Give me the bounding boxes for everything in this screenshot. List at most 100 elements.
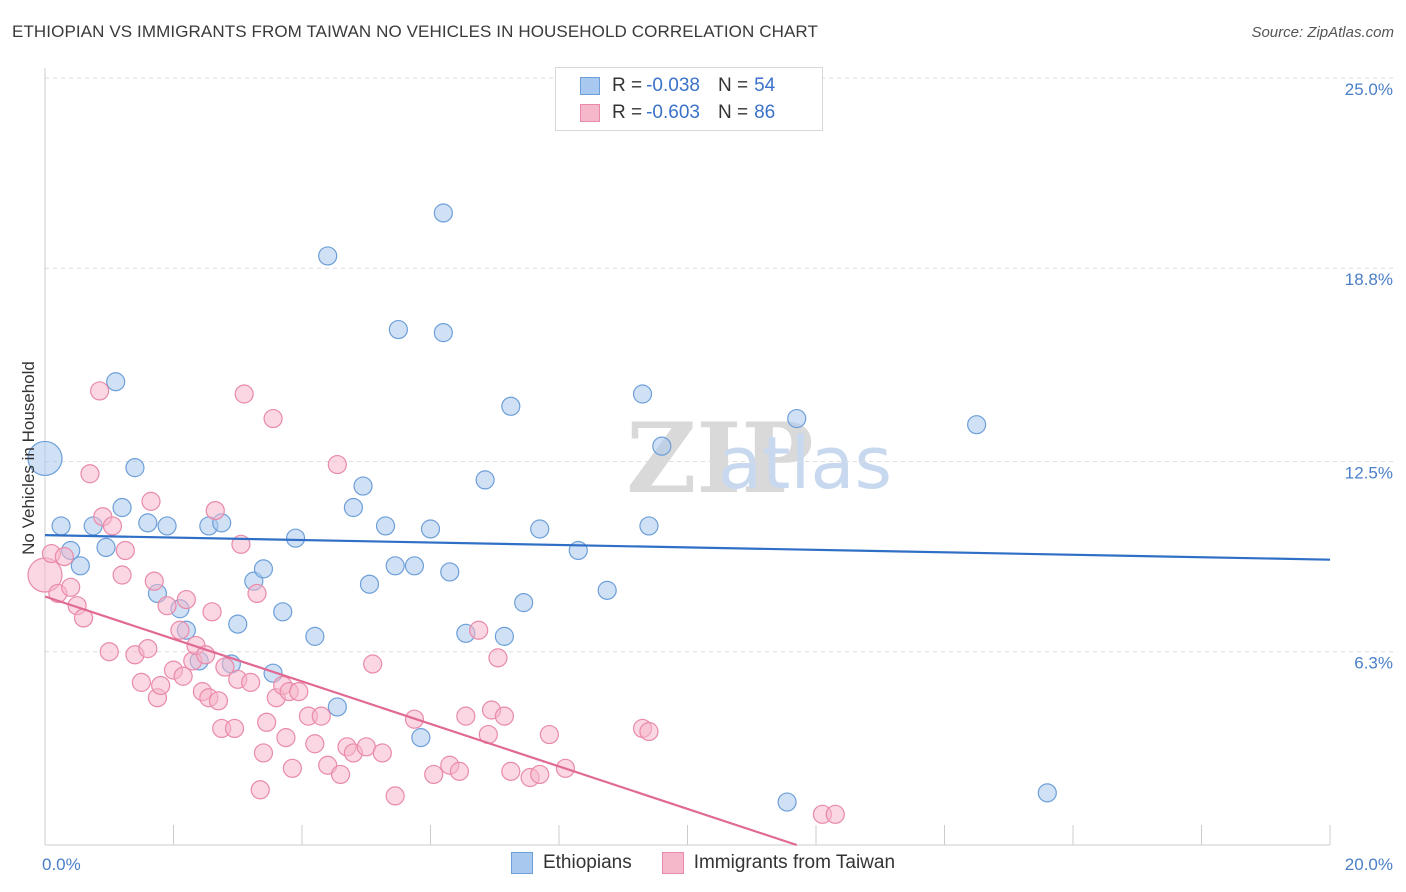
legend-swatch-ethiopians [510, 852, 533, 874]
data-point [311, 706, 331, 726]
legend-n-value: 86 [754, 102, 776, 123]
data-point [494, 706, 514, 726]
data-point [433, 203, 453, 223]
legend-label-ethiopians: Ethiopians [542, 852, 632, 873]
grid-lines [45, 77, 1395, 653]
chart-title: ETHIOPIAN VS IMMIGRANTS FROM TAIWAN NO V… [12, 22, 818, 41]
data-point [102, 516, 123, 536]
legend-r-value: -0.603 [646, 102, 700, 123]
y-tick-label: 18.8% [1345, 270, 1393, 289]
data-point [343, 497, 363, 518]
data-point [289, 681, 309, 702]
data-point [215, 657, 235, 677]
data-point [112, 497, 132, 518]
data-point [639, 721, 659, 742]
watermark-zip: ZIP [626, 402, 813, 515]
data-point [96, 537, 116, 558]
y-tick-label: 12.5% [1345, 464, 1393, 483]
data-point [125, 458, 145, 478]
legend-n-value: 54 [754, 75, 776, 96]
legend-r-label: R = [612, 102, 643, 123]
data-point [652, 436, 672, 456]
data-point [327, 697, 347, 717]
data-point [247, 583, 267, 604]
data-point [51, 516, 71, 536]
data-point [144, 571, 164, 591]
series-legend: Ethiopians Immigrants from Taiwan [0, 852, 1406, 874]
data-point [475, 470, 495, 490]
data-point [224, 718, 245, 739]
data-point [539, 724, 559, 745]
data-point [420, 519, 441, 539]
legend-item-taiwan[interactable]: Immigrants from Taiwan [661, 852, 896, 874]
ethiopians-points [27, 203, 1057, 812]
data-point [359, 574, 380, 594]
data-point [61, 577, 81, 597]
y-axis-label: No Vehicles in Household [19, 361, 38, 555]
data-point [501, 761, 521, 781]
data-point [530, 519, 550, 539]
data-point [131, 672, 151, 692]
x-tick-label: 0.0% [42, 855, 81, 874]
data-point [967, 415, 987, 435]
data-point [305, 626, 325, 646]
legend-r-label: R = [612, 75, 643, 96]
y-tick-label: 6.3% [1354, 654, 1393, 673]
legend-n-label: N = [717, 75, 749, 96]
data-point [372, 743, 392, 763]
data-point [228, 614, 248, 634]
data-point [170, 620, 190, 640]
data-point [141, 491, 161, 511]
source-label: Source: ZipAtlas.com [1251, 24, 1394, 41]
data-point [263, 408, 283, 429]
data-point [787, 408, 807, 429]
trend-line [44, 534, 1331, 561]
legend-row-ethiopians: R = -0.038 N = 54 [580, 74, 775, 98]
data-point [234, 384, 254, 404]
legend-swatch-ethiopians [580, 77, 600, 95]
data-point [253, 743, 274, 763]
trend-lines [44, 534, 1331, 847]
data-point [469, 620, 489, 640]
correlation-legend: R = -0.038 N = 54 R = -0.603 N = 86 [555, 67, 823, 131]
data-point [112, 565, 132, 585]
data-point [363, 654, 383, 674]
data-point [327, 454, 347, 475]
legend-item-ethiopians[interactable]: Ethiopians [510, 852, 632, 874]
data-point [456, 706, 476, 726]
data-point [138, 639, 158, 659]
data-point [433, 323, 453, 343]
data-point [173, 666, 193, 686]
trend-line [44, 595, 798, 847]
data-point [250, 780, 270, 800]
data-point [282, 758, 302, 778]
data-point [440, 562, 460, 582]
data-point [202, 602, 222, 622]
data-point [825, 804, 845, 824]
data-point [276, 728, 296, 748]
data-point [639, 516, 659, 536]
data-point [157, 596, 177, 616]
data-point [353, 476, 373, 496]
data-point [375, 516, 396, 536]
data-point [1037, 783, 1057, 803]
data-point [115, 540, 135, 561]
data-point [597, 580, 617, 600]
x-tick-label: 20.0% [1345, 855, 1393, 874]
legend-label-taiwan: Immigrants from Taiwan [693, 852, 896, 873]
legend-n-label: N = [717, 102, 749, 123]
data-point [241, 672, 261, 692]
data-point [318, 246, 338, 266]
data-point [80, 464, 100, 484]
taiwan-points [27, 381, 845, 824]
data-point [404, 556, 425, 576]
data-point [411, 728, 431, 748]
data-point [501, 396, 521, 416]
data-point [157, 516, 177, 536]
data-point [70, 556, 90, 576]
legend-r-value: -0.038 [646, 75, 700, 96]
legend-swatch-taiwan [661, 852, 684, 874]
watermark-atlas: atlas [718, 421, 892, 505]
data-point [388, 319, 408, 340]
